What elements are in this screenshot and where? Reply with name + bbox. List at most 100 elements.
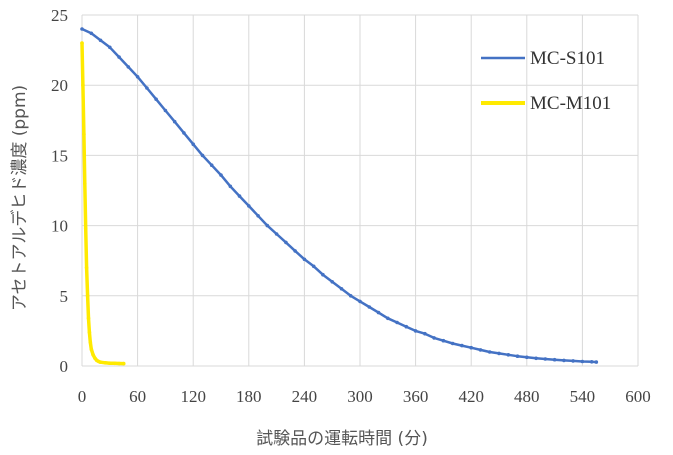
y-tick-label-0: 0 (60, 357, 69, 376)
data-point-mc-m101-4 (83, 226, 88, 231)
data-point-mc-m101-15 (98, 360, 103, 365)
data-point-mc-m101-1 (81, 83, 85, 87)
data-point-mc-s101-25 (311, 264, 316, 269)
x-tick-labels: 0 60 120 180 240 300 360 420 480 540 600 (78, 387, 651, 406)
data-point-mc-s101-32 (376, 310, 381, 315)
data-point-mc-s101-7 (145, 86, 149, 90)
data-point-mc-s101-50 (543, 357, 548, 361)
data-point-mc-s101-23 (293, 249, 297, 253)
data-point-mc-s101-46 (506, 353, 511, 357)
data-point-mc-s101-51 (552, 357, 557, 362)
data-point-mc-s101-34 (395, 320, 399, 325)
data-point-mc-s101-30 (358, 299, 362, 304)
x-tick-label-120: 120 (180, 387, 206, 406)
x-tick-label-540: 540 (570, 387, 596, 406)
data-point-mc-s101-40 (450, 341, 455, 346)
data-point-mc-s101-13 (200, 153, 205, 158)
data-point-mc-m101-17 (108, 361, 112, 366)
data-point-mc-s101-16 (228, 184, 233, 189)
x-tick-label-420: 420 (458, 387, 484, 406)
x-tick-label-240: 240 (292, 387, 318, 406)
data-point-mc-s101-19 (256, 214, 260, 218)
data-point-mc-m101-0 (80, 41, 84, 45)
data-point-mc-s101-12 (191, 142, 195, 146)
y-tick-labels: 0 5 10 15 20 25 (51, 6, 68, 376)
data-point-mc-s101-8 (154, 97, 158, 101)
data-point-mc-s101-28 (339, 287, 344, 291)
y-tick-label-20: 20 (51, 76, 68, 95)
data-point-mc-s101-15 (219, 173, 223, 177)
data-point-mc-s101-56 (594, 360, 599, 364)
data-point-mc-m101-9 (88, 340, 93, 344)
data-point-mc-s101-3 (108, 45, 112, 50)
x-tick-label-360: 360 (403, 387, 429, 406)
data-point-mc-s101-36 (413, 329, 418, 333)
data-point-mc-s101-17 (237, 194, 242, 198)
data-point-mc-s101-11 (182, 131, 186, 135)
data-point-mc-s101-39 (441, 338, 446, 343)
y-tick-label-25: 25 (51, 6, 68, 25)
data-point-mc-s101-54 (580, 359, 585, 364)
data-point-mc-s101-22 (284, 240, 288, 245)
gridlines (81, 14, 639, 367)
legend-label-mc-m101: MC-M101 (530, 93, 611, 114)
data-point-mc-s101-2 (98, 38, 103, 43)
data-point-mc-m101-18 (112, 361, 117, 366)
legend-label-mc-s101: MC-S101 (530, 48, 605, 69)
data-point-mc-m101-16 (103, 361, 107, 365)
data-point-mc-s101-48 (525, 355, 529, 360)
data-point-mc-m101-8 (87, 330, 92, 335)
data-point-mc-s101-52 (562, 358, 566, 363)
data-point-mc-s101-35 (404, 324, 409, 329)
x-tick-label-60: 60 (129, 387, 146, 406)
data-point-mc-m101-2 (82, 132, 86, 137)
data-point-mc-m101-11 (91, 353, 95, 357)
data-point-mc-s101-10 (172, 119, 177, 124)
data-point-mc-s101-1 (89, 31, 94, 36)
y-tick-label-10: 10 (51, 217, 68, 236)
data-point-mc-s101-42 (469, 345, 474, 350)
data-point-mc-s101-38 (432, 336, 436, 340)
data-point-mc-s101-29 (348, 294, 353, 298)
data-point-mc-s101-45 (497, 351, 501, 356)
data-point-mc-m101-6 (85, 294, 90, 298)
data-point-mc-m101-5 (84, 265, 89, 270)
data-point-mc-s101-5 (126, 65, 131, 69)
data-point-mc-s101-9 (163, 108, 168, 113)
data-point-mc-s101-55 (589, 360, 594, 364)
data-point-mc-s101-26 (321, 272, 325, 277)
data-point-mc-m101-3 (83, 181, 87, 186)
y-tick-label-5: 5 (60, 287, 69, 306)
x-tick-label-300: 300 (347, 387, 373, 406)
data-point-mc-s101-44 (487, 350, 492, 354)
y-tick-label-15: 15 (51, 146, 68, 165)
data-point-mc-s101-6 (135, 75, 140, 79)
data-point-mc-s101-47 (515, 354, 520, 359)
x-tick-label-480: 480 (514, 387, 540, 406)
data-point-mc-s101-18 (247, 204, 251, 208)
data-point-mc-s101-53 (571, 359, 575, 363)
data-point-mc-s101-27 (330, 280, 335, 284)
x-tick-label-180: 180 (236, 387, 262, 406)
data-point-mc-s101-33 (386, 316, 390, 321)
data-point-mc-s101-41 (460, 343, 464, 348)
x-tick-label-0: 0 (78, 387, 87, 406)
data-point-mc-s101-21 (274, 232, 279, 236)
legend: MC-S101 MC-M101 (481, 48, 611, 114)
y-axis-title: アセトアルデヒド濃度 (ppm) (9, 85, 30, 311)
data-point-mc-m101-20 (121, 361, 126, 366)
data-point-mc-s101-24 (302, 257, 307, 262)
data-point-mc-s101-37 (423, 331, 427, 336)
x-tick-label-600: 600 (625, 387, 651, 406)
data-point-mc-m101-10 (89, 347, 94, 352)
data-point-mc-s101-0 (80, 27, 84, 31)
series-lines (80, 27, 599, 366)
data-point-mc-m101-19 (117, 361, 121, 366)
data-point-mc-s101-31 (367, 305, 372, 309)
x-axis-title: 試験品の運転時間 (分) (256, 429, 428, 449)
data-point-mc-s101-4 (117, 55, 121, 59)
data-point-mc-s101-43 (478, 348, 483, 352)
data-point-mc-s101-20 (265, 223, 270, 228)
